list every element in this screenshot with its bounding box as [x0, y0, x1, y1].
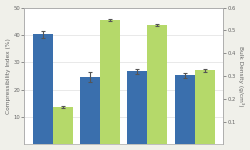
Bar	[195, 70, 214, 144]
Bar	[80, 77, 100, 144]
Bar	[147, 25, 167, 144]
Bar	[128, 71, 147, 144]
Bar	[53, 107, 72, 144]
Bar	[175, 75, 195, 144]
Bar	[33, 34, 53, 144]
Y-axis label: Compressibility Index (%): Compressibility Index (%)	[6, 38, 10, 114]
Y-axis label: Bulk Density (g/cm³): Bulk Density (g/cm³)	[238, 46, 244, 106]
Bar	[100, 20, 120, 144]
